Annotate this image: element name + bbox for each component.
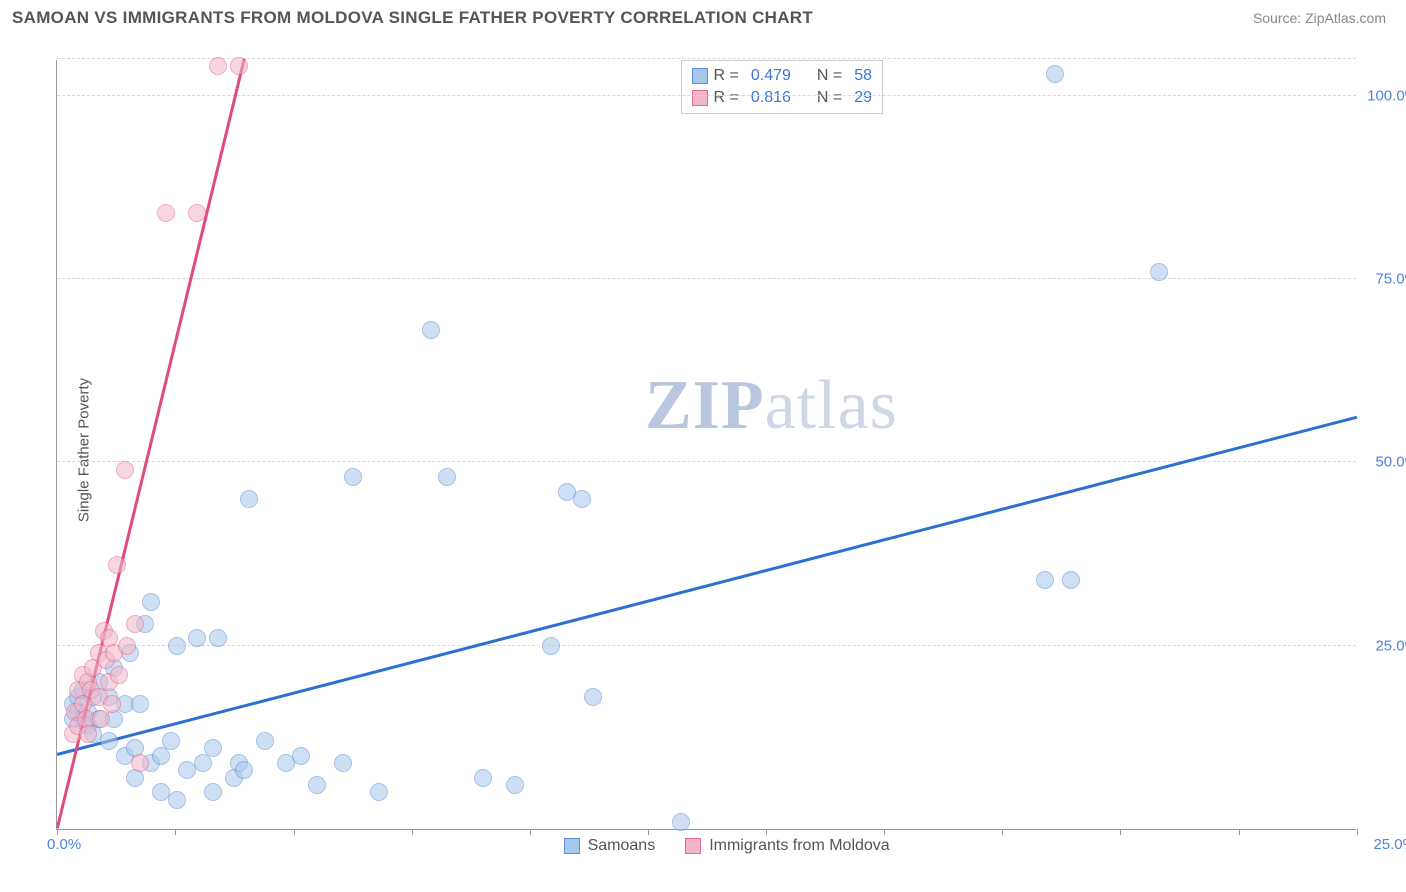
x-tick — [766, 829, 767, 835]
x-axis-max-label: 25.0% — [1373, 836, 1406, 853]
watermark-bold: ZIP — [645, 367, 765, 444]
r-label: R = — [714, 67, 739, 85]
x-tick — [884, 829, 885, 835]
data-point — [344, 468, 362, 486]
data-point — [168, 791, 186, 809]
x-tick — [1002, 829, 1003, 835]
n-label: N = — [817, 89, 842, 107]
watermark: ZIPatlas — [645, 366, 898, 446]
data-point — [126, 615, 144, 633]
x-tick — [648, 829, 649, 835]
r-label: R = — [714, 89, 739, 107]
gridline — [57, 461, 1356, 462]
chart-source: Source: ZipAtlas.com — [1253, 10, 1386, 26]
data-point — [209, 57, 227, 75]
chart-header: SAMOAN VS IMMIGRANTS FROM MOLDOVA SINGLE… — [0, 0, 1406, 36]
data-point — [1062, 571, 1080, 589]
data-point — [131, 754, 149, 772]
data-point — [157, 204, 175, 222]
x-tick — [530, 829, 531, 835]
series-legend-label: Immigrants from Moldova — [709, 837, 890, 855]
data-point — [1036, 571, 1054, 589]
data-point — [672, 813, 690, 831]
data-point — [118, 637, 136, 655]
data-point — [308, 776, 326, 794]
data-point — [188, 629, 206, 647]
plot-region: ZIPatlas R =0.479N =58R =0.816N =29 0.0%… — [56, 60, 1356, 830]
data-point — [188, 204, 206, 222]
data-point — [110, 666, 128, 684]
data-point — [1046, 65, 1064, 83]
stats-legend-row: R = 0.816 N = 29 — [692, 87, 873, 109]
data-point — [240, 490, 258, 508]
series-legend-label: Samoans — [588, 837, 656, 855]
y-tick-label: 75.0% — [1375, 271, 1406, 288]
data-point — [292, 747, 310, 765]
data-point — [116, 461, 134, 479]
data-point — [584, 688, 602, 706]
n-value: 58 — [854, 67, 872, 85]
data-point — [100, 732, 118, 750]
data-point — [204, 739, 222, 757]
stats-legend: R = 0.479 N = 58 R = 0.816 N = 29 — [681, 60, 884, 114]
x-tick — [175, 829, 176, 835]
data-point — [542, 637, 560, 655]
data-point — [230, 57, 248, 75]
x-tick — [57, 829, 58, 835]
x-tick — [294, 829, 295, 835]
data-point — [103, 695, 121, 713]
data-point — [209, 629, 227, 647]
x-tick — [1120, 829, 1121, 835]
data-point — [474, 769, 492, 787]
data-point — [162, 732, 180, 750]
data-point — [438, 468, 456, 486]
data-point — [334, 754, 352, 772]
series-legend: Samoans Immigrants from Moldova — [564, 837, 890, 855]
r-value: 0.479 — [751, 67, 791, 85]
gridline — [57, 95, 1356, 96]
data-point — [168, 637, 186, 655]
n-label: N = — [817, 67, 842, 85]
y-tick-label: 25.0% — [1375, 637, 1406, 654]
legend-swatch — [692, 90, 708, 106]
data-point — [573, 490, 591, 508]
n-value: 29 — [854, 89, 872, 107]
gridline — [57, 645, 1356, 646]
legend-swatch — [685, 838, 701, 854]
y-tick-label: 50.0% — [1375, 454, 1406, 471]
data-point — [79, 725, 97, 743]
gridline — [57, 58, 1356, 59]
chart-area: Single Father Poverty ZIPatlas R =0.479N… — [50, 40, 1370, 860]
data-point — [204, 783, 222, 801]
x-axis-min-label: 0.0% — [47, 836, 81, 853]
data-point — [370, 783, 388, 801]
data-point — [142, 593, 160, 611]
y-tick-label: 100.0% — [1367, 87, 1406, 104]
data-point — [108, 556, 126, 574]
data-point — [506, 776, 524, 794]
legend-swatch — [692, 68, 708, 84]
data-point — [1150, 263, 1168, 281]
series-legend-item: Samoans — [564, 837, 656, 855]
legend-swatch — [564, 838, 580, 854]
x-tick — [1357, 829, 1358, 835]
series-legend-item: Immigrants from Moldova — [685, 837, 890, 855]
chart-title: SAMOAN VS IMMIGRANTS FROM MOLDOVA SINGLE… — [12, 8, 813, 28]
data-point — [422, 321, 440, 339]
x-tick — [412, 829, 413, 835]
watermark-rest: atlas — [765, 367, 898, 444]
r-value: 0.816 — [751, 89, 791, 107]
data-point — [256, 732, 274, 750]
trend-line — [57, 416, 1358, 756]
data-point — [131, 695, 149, 713]
stats-legend-row: R = 0.479 N = 58 — [692, 65, 873, 87]
data-point — [235, 761, 253, 779]
x-tick — [1239, 829, 1240, 835]
